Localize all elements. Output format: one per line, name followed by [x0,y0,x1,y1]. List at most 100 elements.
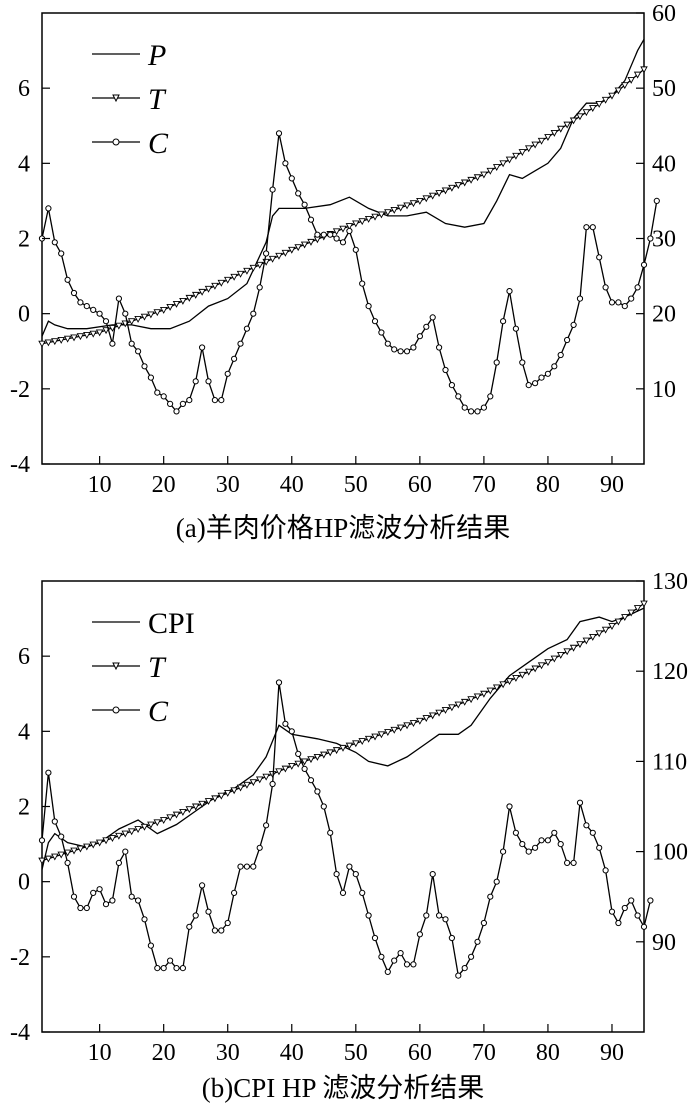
data-point-c [167,400,174,407]
data-point-t [454,182,463,190]
data-point-c [519,359,526,366]
data-point-t [512,152,520,160]
data-point-t [345,742,354,750]
legend-label: C [148,127,169,160]
data-point-c [544,837,552,844]
data-point-c [403,348,411,355]
data-point-c [45,769,52,776]
data-point-t [307,238,315,246]
data-point-t [576,641,584,649]
data-point-c [436,344,443,351]
data-point-t [371,213,379,221]
legend-marker-circle [112,138,120,146]
y-left-tick-label: 6 [18,76,30,102]
data-point-t [288,246,296,254]
data-point-c [83,303,90,310]
data-point-t [531,665,539,673]
x-tick-label: 80 [536,472,560,498]
data-point-t [51,338,59,346]
data-point-c [224,370,231,377]
data-point-t [384,209,392,217]
data-point-c [339,239,347,246]
data-point-c [70,893,78,900]
data-point-t [223,790,232,797]
data-point-t [57,337,65,344]
x-tick-label: 10 [88,472,112,498]
x-tick-label: 20 [152,1040,176,1066]
data-point-t [95,329,104,337]
data-point-c [167,957,174,964]
data-point-c [263,250,270,257]
data-point-c [474,938,481,945]
data-point-c [77,904,84,912]
data-point-c [115,859,123,867]
y-left-tick-label: 2 [18,795,30,821]
data-point-c [205,378,212,385]
legend-item: P [92,39,166,72]
data-point-t [621,614,629,622]
data-point-c [269,186,276,193]
chart-axes-b: 10 20 30 40 50 60 70 80 90 -4 -2 0 2 4 6 90 100 110 120 130 [10,569,688,1066]
data-point-t [377,731,386,739]
data-point-c [243,325,250,332]
data-point-t [473,693,482,701]
data-point-c [602,867,609,874]
y-left-tick-label: 4 [18,719,30,745]
data-point-t [288,762,296,770]
data-point-c [173,408,180,415]
data-point-c [179,400,186,407]
data-point-c [551,363,558,370]
data-point-t [480,171,488,179]
legend-label: P [147,39,166,72]
data-point-t [230,787,238,795]
data-point-c [77,299,84,306]
data-point-c [352,246,359,253]
data-point-t [275,252,283,260]
data-point-c [122,848,129,855]
data-point-t [460,698,469,706]
data-point-t [191,803,200,811]
data-point-c [327,829,334,836]
data-point-t [127,828,136,836]
data-point-t [621,82,629,90]
data-point-t [537,662,546,670]
data-point-t [492,684,501,692]
data-point-t [544,134,552,141]
data-point-c [269,780,276,788]
data-point-t [185,294,194,302]
y-right-tick-label: 120 [652,659,688,685]
data-point-c [468,953,475,960]
data-point-t [371,733,379,741]
data-point-c [83,904,90,912]
data-point-t [563,121,571,129]
data-point-t [435,709,443,717]
data-point-c [538,374,545,381]
data-point-c [589,224,596,231]
legend-item: T [92,83,167,116]
x-tick-label: 20 [152,472,176,498]
y-left-tick-label: 0 [18,870,30,896]
data-point-t [352,740,360,748]
data-point-c [500,848,507,855]
data-point-t [326,749,334,757]
y-left-tick-label: -4 [10,1020,30,1046]
data-point-t [518,149,527,156]
data-point-c [416,931,423,938]
data-point-c [551,829,558,836]
y-right-tick-label: 20 [652,302,676,328]
legend-item: C [92,127,169,160]
data-point-c [256,844,263,851]
legend-label: T [148,83,167,116]
legend-a: PTC [92,39,169,160]
y-left-tick-label: 4 [18,151,30,177]
data-point-t [134,826,142,833]
data-point-c [628,897,635,904]
data-point-t [467,176,475,184]
data-point-c [455,393,462,400]
legend-item: T [92,651,167,684]
series-t [38,600,648,865]
data-point-c [224,919,231,927]
data-point-c [128,893,135,900]
data-point-t [140,313,149,321]
data-point-t [499,160,507,168]
